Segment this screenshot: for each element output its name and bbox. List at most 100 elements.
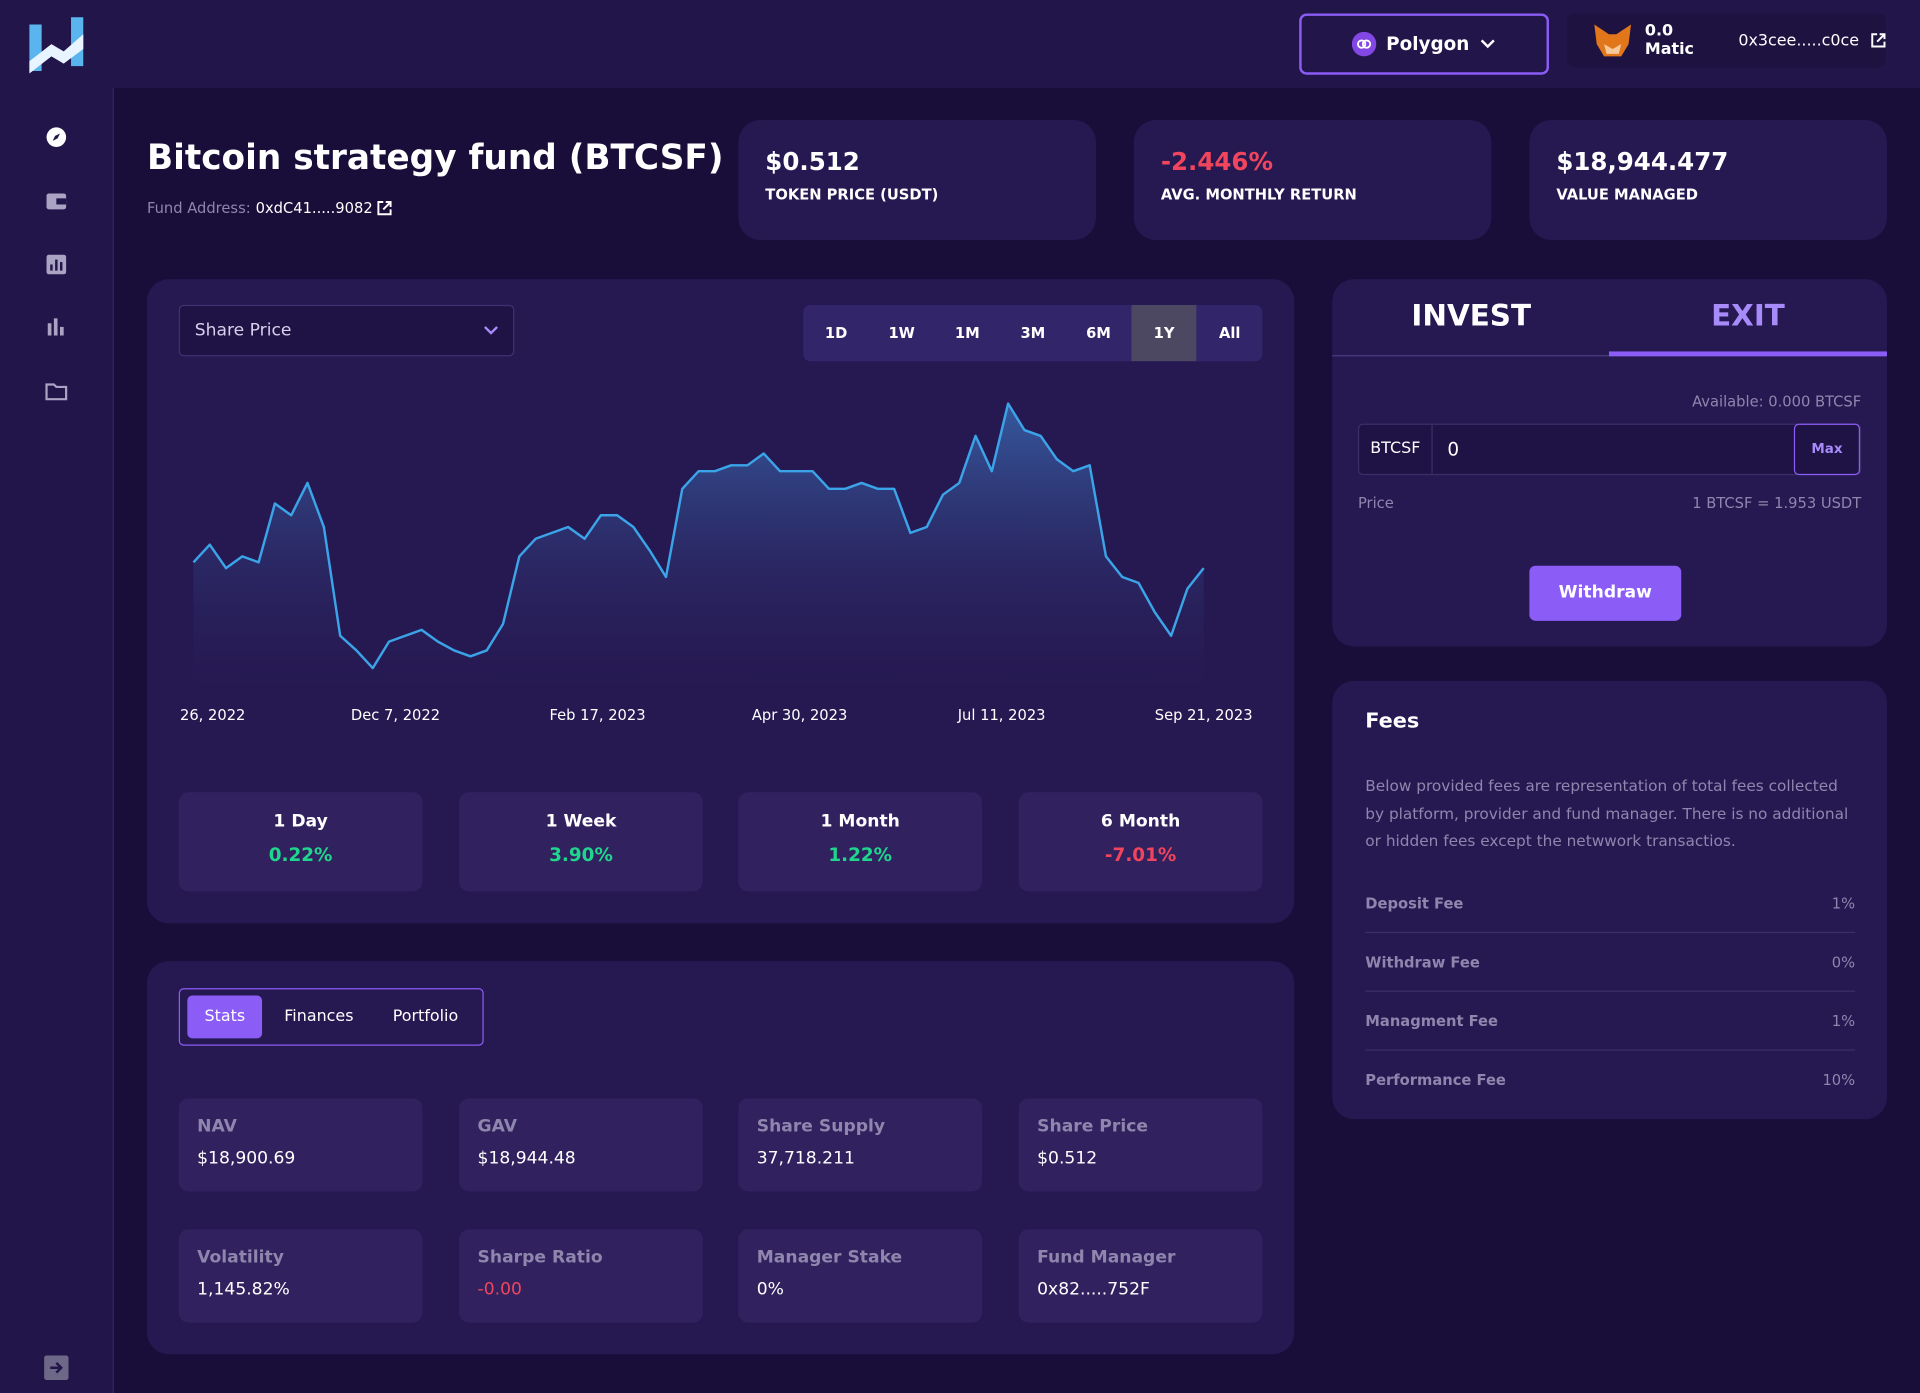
period-label: 1 Week [545, 811, 617, 832]
range-button[interactable]: 1M [954, 324, 980, 342]
sidebar-icons[interactable] [44, 125, 68, 419]
kpi-label: TOKEN PRICE (USDT) [765, 186, 939, 204]
stats-tabs: Stats Finances Portfolio [178, 988, 484, 1046]
x-tick-label: Sep 21, 2023 [1155, 707, 1253, 724]
external-icon [1871, 33, 1886, 48]
fee-label: Withdraw Fee [1365, 953, 1480, 971]
network-name: Polygon [1386, 33, 1470, 56]
price-label: Price [1357, 494, 1394, 512]
range-button[interactable]: 1Y [1131, 304, 1197, 362]
x-tick-label: Jul 11, 2023 [957, 707, 1046, 724]
fee-label: Managment Fee [1365, 1012, 1498, 1030]
trade-tab[interactable]: INVEST [1411, 298, 1531, 334]
logo[interactable] [27, 17, 88, 74]
stat-label: Fund Manager [1037, 1247, 1176, 1268]
fee-label: Performance Fee [1365, 1071, 1506, 1089]
wallet-address: 0x3cee.....c0ce [1738, 31, 1860, 50]
range-button[interactable]: All [1218, 324, 1241, 342]
amount-field: BTCSF 0 Max [1357, 423, 1862, 476]
tab[interactable]: Stats [187, 995, 263, 1039]
stat-value: $0.512 [1037, 1148, 1098, 1169]
stat-label: Share Price [1037, 1116, 1148, 1137]
range-button[interactable]: 6M [1086, 324, 1111, 342]
stat-label: NAV [197, 1116, 237, 1137]
area [193, 403, 1204, 686]
max-button[interactable]: Max [1793, 423, 1861, 476]
address-value[interactable]: 0xdC41.....9082 [255, 199, 373, 217]
kpi-label: VALUE MANAGED [1556, 186, 1698, 204]
stat-value: 37,718.211 [756, 1148, 855, 1169]
collapse-button[interactable] [44, 1355, 69, 1381]
kpi-value: $0.512 [765, 146, 860, 177]
stat-value: -0.00 [477, 1279, 522, 1300]
withdraw-button[interactable]: Withdraw [1529, 565, 1682, 621]
stat-label: Sharpe Ratio [477, 1247, 603, 1268]
kpi-value: -2.446% [1160, 146, 1273, 177]
period-value: -7.01% [1104, 843, 1177, 866]
sidebar [0, 88, 114, 1393]
period-card: 6 Month -7.01% [1018, 792, 1263, 892]
range-button[interactable]: 3M [1020, 324, 1046, 342]
fees-panel [1332, 680, 1887, 1120]
kpi-card: $0.512 TOKEN PRICE (USDT) [738, 120, 1096, 241]
range-button[interactable]: 1W [888, 324, 915, 342]
fee-value: 1% [1831, 894, 1856, 912]
fee-value: 0% [1831, 953, 1856, 971]
kpi-card: -2.446% AVG. MONTHLY RETURN [1133, 120, 1492, 241]
stat-label: Share Supply [756, 1116, 886, 1137]
stat-value: 0% [756, 1279, 784, 1300]
fee-row: Withdraw Fee 0% [1365, 933, 1856, 992]
stat-card: Volatility 1,145.82% [178, 1229, 423, 1323]
fee-row: Performance Fee 10% [1365, 1051, 1855, 1110]
fees-title: Fees [1365, 708, 1420, 734]
stat-card: Sharpe Ratio -0.00 [459, 1229, 703, 1323]
x-tick-label: Feb 17, 2023 [550, 707, 646, 724]
period-card: 1 Month 1.22% [738, 792, 983, 892]
period-value: 1.22% [828, 843, 893, 866]
fee-row: Managment Fee 1% [1365, 992, 1856, 1051]
fees-description: Below provided fees are representation o… [1365, 776, 1849, 850]
period-label: 1 Day [273, 811, 328, 832]
line [192, 402, 1205, 670]
price-chart: 26, 2022 Dec 7, 2022 Feb 17, 2023 Apr 30, 2… [180, 402, 1253, 724]
wallet[interactable]: 0.0 Matic 0x3cee.....c0ce [1567, 13, 1886, 68]
period-value: 0.22% [268, 843, 333, 866]
network-select[interactable]: Polygon [1299, 13, 1549, 75]
range-button[interactable]: 1D [824, 324, 848, 342]
fee-value: 10% [1822, 1071, 1856, 1089]
tab[interactable]: Portfolio [392, 1007, 459, 1027]
chevron [1480, 39, 1495, 49]
chevron [484, 326, 499, 335]
trade-tab[interactable]: EXIT [1608, 299, 1887, 357]
period-label: 6 Month [1100, 811, 1181, 832]
period-label: 1 Month [820, 811, 900, 832]
metric-label: Share Price [194, 320, 292, 341]
network-icon [1351, 31, 1377, 57]
available: Available: 0.000 BTCSF [1692, 393, 1862, 411]
stat-card: GAV $18,944.48 [459, 1098, 703, 1192]
stat-label: Manager Stake [756, 1247, 903, 1268]
amount-input[interactable]: 0 [1447, 438, 1460, 461]
stat-card: NAV $18,900.69 [178, 1098, 423, 1192]
period-card: 1 Week 3.90% [459, 792, 703, 892]
token-label: BTCSF [1359, 424, 1433, 474]
fund-title: Bitcoin strategy fund (BTCSF) [146, 137, 724, 178]
period-card: 1 Day 0.22% [178, 792, 423, 892]
kpi-label: AVG. MONTHLY RETURN [1160, 186, 1357, 204]
fee-value: 1% [1831, 1012, 1856, 1030]
wallet-icon [1594, 24, 1632, 57]
metric-select[interactable]: Share Price [178, 304, 515, 357]
kpi-value: $18,944.477 [1556, 146, 1729, 177]
period-value: 3.90% [549, 843, 613, 866]
stat-card: Fund Manager 0x82.....752F [1018, 1229, 1263, 1323]
tab[interactable]: Finances [284, 1007, 354, 1027]
external-icon[interactable] [377, 201, 393, 216]
stat-value: 1,145.82% [197, 1279, 290, 1300]
kpi-card: $18,944.477 VALUE MANAGED [1529, 120, 1887, 241]
price-value: 1 BTCSF = 1.953 USDT [1692, 494, 1862, 512]
stat-label: Volatility [197, 1247, 284, 1268]
x-tick-label: 26, 2022 [180, 707, 245, 724]
